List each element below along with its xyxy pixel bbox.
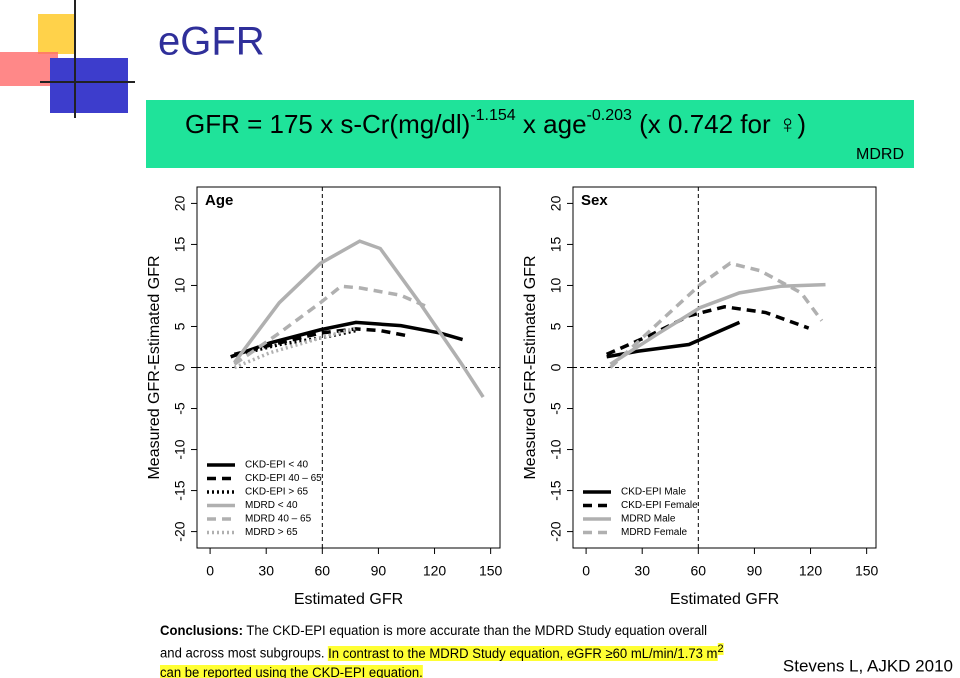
series-line <box>230 320 464 359</box>
y-tick-label: 20 <box>172 195 188 211</box>
legend-label: CKD-EPI Female <box>621 500 698 511</box>
formula-exponent: -1.154 <box>470 107 515 124</box>
y-tick-label: 0 <box>172 363 188 371</box>
series-line <box>609 282 826 366</box>
legend-label: CKD-EPI < 40 <box>245 460 309 471</box>
formula-part: x age <box>516 109 587 139</box>
y-tick-label: -5 <box>172 402 188 415</box>
conclusions-highlight: In contrast to the MDRD Study equation, … <box>328 645 718 661</box>
formula-box <box>146 100 914 168</box>
y-tick-label: -10 <box>548 439 564 459</box>
formula-note: MDRD <box>856 146 904 163</box>
y-tick-label: 5 <box>172 322 188 330</box>
legend-label: MDRD 40 – 65 <box>245 514 312 525</box>
y-tick-label: -10 <box>172 439 188 459</box>
formula-part: (x 0.742 for ♀) <box>632 109 806 139</box>
series-line <box>233 239 485 398</box>
x-tick-label: 30 <box>258 563 274 579</box>
y-tick-label: 0 <box>548 363 564 371</box>
series-line <box>233 327 411 357</box>
y-tick-label: 15 <box>548 236 564 252</box>
legend-label: CKD-EPI > 65 <box>245 487 309 498</box>
series-line <box>605 305 810 356</box>
x-tick-label: 120 <box>799 563 823 579</box>
legend-label: MDRD < 40 <box>245 500 298 511</box>
conclusions-text: The CKD-EPI equation is more accurate th… <box>160 623 708 661</box>
formula-exponent: -0.203 <box>587 107 632 124</box>
y-tick-label: -5 <box>548 402 564 415</box>
y-tick-label: 10 <box>548 277 564 293</box>
citation: Stevens L, AJKD 2010 <box>783 656 953 675</box>
x-tick-label: 150 <box>479 563 503 579</box>
y-tick-label: 10 <box>172 277 188 293</box>
formula: GFR = 175 x s-Cr(mg/dl)-1.154 x age-0.20… <box>185 107 806 139</box>
conclusions: Conclusions: The CKD-EPI equation is mor… <box>160 621 732 678</box>
x-axis-label: Estimated GFR <box>670 591 779 608</box>
legend-label: CKD-EPI Male <box>621 487 686 498</box>
y-axis-label: Measured GFR-Estimated GFR <box>522 255 539 479</box>
x-tick-label: 90 <box>747 563 763 579</box>
panel-label: Age <box>205 192 233 209</box>
y-tick-label: -15 <box>172 480 188 500</box>
y-tick-label: 5 <box>548 322 564 330</box>
y-tick-label: -20 <box>548 521 564 541</box>
x-axis-label: Estimated GFR <box>294 591 403 608</box>
panel-label: Sex <box>581 192 608 209</box>
x-tick-label: 60 <box>691 563 707 579</box>
y-tick-label: -20 <box>172 521 188 541</box>
series-line <box>609 261 824 369</box>
conclusions-highlight: can be reported using the CKD-EPI equati… <box>160 664 423 678</box>
y-tick-label: 20 <box>548 195 564 211</box>
x-tick-label: 0 <box>582 563 590 579</box>
slide-title: eGFR <box>158 20 265 64</box>
x-tick-label: 90 <box>371 563 387 579</box>
formula-part: GFR = 175 x s-Cr(mg/dl) <box>185 109 470 139</box>
x-tick-label: 30 <box>634 563 650 579</box>
legend-label: CKD-EPI 40 – 65 <box>245 473 322 484</box>
y-tick-label: 15 <box>172 236 188 252</box>
logo <box>0 0 135 118</box>
x-tick-label: 0 <box>206 563 214 579</box>
x-tick-label: 120 <box>423 563 447 579</box>
legend-label: MDRD Female <box>621 527 688 538</box>
conclusions-label: Conclusions: <box>160 623 243 638</box>
x-tick-label: 60 <box>315 563 331 579</box>
y-axis-label: Measured GFR-Estimated GFR <box>146 255 163 479</box>
legend-label: MDRD > 65 <box>245 527 298 538</box>
x-tick-label: 150 <box>855 563 879 579</box>
y-tick-label: -15 <box>548 480 564 500</box>
series-line <box>245 328 357 355</box>
conclusions-highlight: 2 <box>717 643 724 655</box>
legend-label: MDRD Male <box>621 514 676 525</box>
